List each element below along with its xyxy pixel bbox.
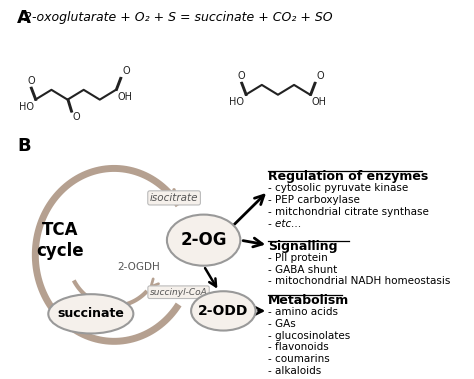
Text: - glucosinolates: - glucosinolates (268, 330, 350, 341)
Text: - cytosolic pyruvate kinase: - cytosolic pyruvate kinase (268, 183, 408, 193)
Text: Metabolism: Metabolism (268, 294, 349, 307)
Text: O: O (122, 66, 130, 76)
Text: - coumarins: - coumarins (268, 354, 330, 364)
Text: succinyl-CoA: succinyl-CoA (150, 288, 208, 297)
Text: - PEP carboxylase: - PEP carboxylase (268, 195, 360, 205)
Text: O: O (73, 113, 81, 122)
Text: - mitchondrial citrate synthase: - mitchondrial citrate synthase (268, 207, 429, 217)
Text: Signalling: Signalling (268, 240, 337, 253)
Text: A: A (18, 9, 31, 27)
Text: O: O (27, 76, 35, 86)
Ellipse shape (48, 294, 133, 334)
Text: - GAs: - GAs (268, 319, 296, 329)
Text: - PII protein: - PII protein (268, 253, 328, 263)
Text: B: B (18, 137, 31, 155)
Text: HO: HO (229, 97, 244, 107)
Text: 2-OG: 2-OG (181, 231, 227, 249)
Text: - mitochondrial NADH homeostasis: - mitochondrial NADH homeostasis (268, 277, 450, 287)
Text: O: O (317, 71, 324, 81)
Text: OH: OH (118, 92, 133, 102)
Ellipse shape (191, 291, 255, 330)
Text: OH: OH (312, 97, 327, 107)
Text: - flavonoids: - flavonoids (268, 342, 329, 352)
Text: isocitrate: isocitrate (150, 193, 198, 203)
Text: HO: HO (18, 102, 34, 111)
Ellipse shape (167, 215, 240, 266)
Text: 2-oxoglutarate + O₂ + S = succinate + CO₂ + SO: 2-oxoglutarate + O₂ + S = succinate + CO… (24, 11, 333, 24)
Text: - etc…: - etc… (268, 219, 302, 229)
Text: - alkaloids: - alkaloids (268, 366, 321, 376)
Text: O: O (237, 71, 245, 81)
Text: - GABA shunt: - GABA shunt (268, 265, 337, 275)
Text: TCA
cycle: TCA cycle (36, 221, 84, 260)
Text: 2-ODD: 2-ODD (198, 304, 248, 318)
Text: Regulation of enzymes: Regulation of enzymes (268, 171, 428, 183)
Text: 2-OGDH: 2-OGDH (117, 262, 160, 272)
Text: succinate: succinate (57, 307, 124, 320)
Text: - amino acids: - amino acids (268, 307, 338, 317)
